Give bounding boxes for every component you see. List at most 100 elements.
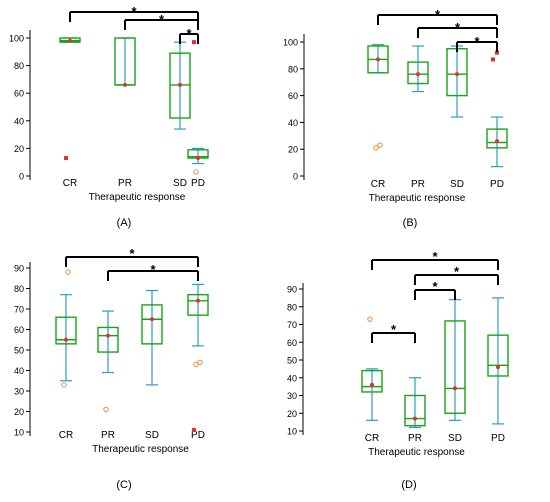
y-tick-label: 0	[19, 172, 24, 182]
mean-marker	[178, 82, 182, 87]
y-tick-label: 80	[288, 64, 298, 74]
x-tick-label: SD	[173, 178, 187, 189]
y-tick-label: 100	[283, 38, 298, 48]
extreme-point	[192, 427, 196, 432]
x-tick-label: SD	[145, 430, 159, 441]
y-tick-label: 40	[288, 118, 298, 128]
mean-marker	[496, 365, 500, 370]
box-sd	[141, 289, 163, 386]
x-axis-title: Therapeutic response	[369, 193, 466, 204]
significance-bracket: *	[414, 264, 499, 285]
x-tick-label: SD	[450, 179, 464, 190]
significance-bracket: *	[179, 26, 199, 44]
mean-marker	[376, 57, 380, 62]
chart-panel-b: 0 20 40 60 80 100 CR PR SD PD Therapeutic response…	[283, 7, 508, 229]
mean-marker	[68, 38, 72, 43]
mean-marker	[495, 139, 499, 144]
y-tick-label: 50	[14, 346, 24, 356]
significance-star: *	[435, 7, 441, 22]
box-pr	[114, 37, 136, 87]
mean-marker	[196, 298, 200, 303]
mean-marker	[123, 82, 127, 87]
box-pd	[487, 297, 509, 425]
y-tick-label: 10	[287, 427, 297, 437]
outlier-point	[377, 142, 383, 148]
y-tick-label: 90	[14, 264, 24, 274]
extreme-point	[64, 156, 68, 161]
y-tick-label: 80	[287, 302, 297, 312]
x-tick-label: PD	[191, 178, 205, 189]
x-tick-label: PR	[408, 433, 422, 444]
y-tick-label: 30	[287, 391, 297, 401]
box-sd	[444, 299, 466, 421]
extreme-point	[495, 50, 499, 55]
y-tick-label: 20	[14, 144, 24, 154]
extreme-point	[491, 57, 495, 62]
extreme-point	[192, 40, 196, 45]
significance-star: *	[129, 246, 135, 261]
x-tick-label: SD	[448, 433, 462, 444]
significance-star: *	[455, 20, 461, 35]
significance-bracket: *	[456, 34, 498, 52]
y-tick-label: 60	[288, 91, 298, 101]
panel-label: (A)	[117, 217, 132, 229]
mean-marker	[106, 333, 110, 338]
box-cr	[361, 316, 383, 421]
box-pr	[407, 45, 429, 93]
significance-star: *	[432, 249, 438, 264]
x-tick-label: CR	[59, 430, 73, 441]
y-tick-label: 90	[287, 285, 297, 295]
y-tick-label: 70	[14, 305, 24, 315]
mean-marker	[196, 156, 200, 161]
y-tick-label: 60	[14, 325, 24, 335]
y-tick-label: 80	[14, 284, 24, 294]
x-tick-label: CR	[63, 178, 77, 189]
significance-bracket: *	[414, 279, 456, 300]
significance-bracket: *	[371, 322, 416, 343]
x-tick-label: CR	[371, 179, 385, 190]
box-iqr	[361, 369, 383, 393]
y-tick-label: 40	[14, 366, 24, 376]
y-tick-label: 0	[293, 172, 298, 182]
significance-bracket: *	[107, 262, 199, 281]
significance-star: *	[454, 264, 460, 279]
outlier-point	[103, 406, 109, 413]
mean-marker	[416, 72, 420, 77]
box-cr	[367, 44, 389, 151]
significance-star: *	[150, 262, 156, 277]
box-pr	[97, 310, 119, 413]
mean-marker	[453, 386, 457, 391]
chart-panel-d: 10 20 30 40 50 60 70 80 90 CR PR SD PD Therapeutic re…	[287, 249, 509, 491]
significance-star: *	[432, 279, 438, 294]
significance-bracket: *	[65, 246, 199, 267]
y-tick-label: 20	[14, 407, 24, 417]
x-axis-title: Therapeutic response	[92, 444, 189, 455]
outlier-point	[193, 361, 199, 368]
significance-star: *	[391, 322, 397, 337]
box-sd	[446, 45, 468, 118]
box-pr	[404, 377, 426, 429]
box-iqr	[404, 394, 426, 427]
box-iqr	[444, 320, 466, 414]
significance-bracket: *	[417, 20, 498, 38]
box-iqr	[55, 316, 77, 345]
x-tick-label: PD	[491, 433, 505, 444]
mean-marker	[413, 416, 417, 421]
box-iqr	[486, 128, 508, 149]
mean-marker	[370, 382, 374, 387]
chart-panel-a: 0 20 40 60 80 100 CR PR SD PD Therapeutic response…	[9, 4, 209, 229]
x-tick-label: PR	[411, 179, 425, 190]
y-tick-label: 20	[288, 145, 298, 155]
y-tick-label: 100	[9, 34, 24, 44]
outlier-point	[367, 316, 373, 322]
y-tick-label: 30	[14, 387, 24, 397]
x-axis-title: Therapeutic response	[89, 192, 186, 203]
mean-marker	[455, 72, 459, 77]
box-iqr	[97, 326, 119, 353]
outlier-point	[65, 269, 71, 275]
outlier-point	[373, 145, 379, 151]
outlier-point	[61, 382, 67, 388]
box-iqr	[487, 334, 509, 377]
